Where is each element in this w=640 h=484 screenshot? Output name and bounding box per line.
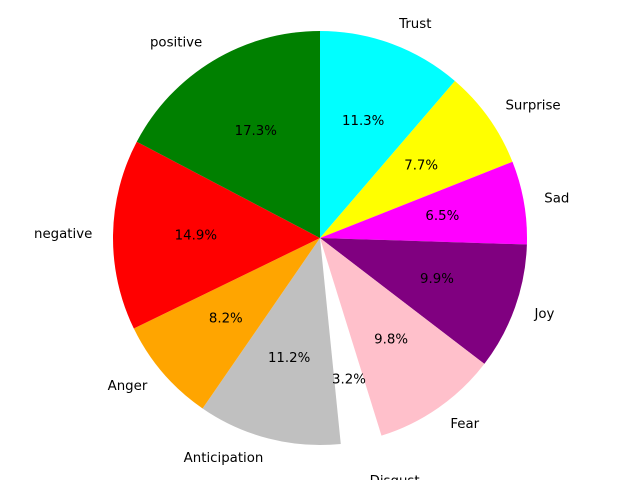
pie-slice-disgust — [324, 258, 386, 465]
pie-category-label-fear: Fear — [450, 417, 479, 432]
pie-percent-label-fear: 9.8% — [374, 332, 408, 347]
pie-slice-trust — [320, 31, 455, 238]
pie-slice-anticipation — [202, 238, 341, 445]
pie-slice-sad — [320, 161, 528, 245]
pie-category-label-anticipation: Anticipation — [184, 451, 264, 466]
pie-category-label-positive: positive — [150, 36, 202, 51]
pie-percent-label-anger: 8.2% — [209, 311, 243, 326]
pie-slice-positive — [136, 31, 320, 238]
labels-layer: 11.3% Trust 7.7% Surprise 6.5% Sad 9.9% Joy 9.8%… — [34, 17, 569, 484]
pie-percent-label-joy: 9.9% — [420, 272, 454, 287]
pie-percent-label-sad: 6.5% — [425, 209, 459, 224]
pie-percent-label-positive: 17.3% — [235, 124, 277, 139]
pie-category-label-negative: negative — [34, 227, 92, 242]
pie-percent-label-surprise: 7.7% — [404, 158, 438, 173]
pie-category-label-surprise: Surprise — [505, 98, 560, 113]
pie-slice-surprise — [320, 81, 513, 239]
pie-percent-label-anticipation: 11.2% — [268, 351, 310, 366]
slices-layer — [112, 31, 528, 465]
pie-slice-anger — [133, 238, 320, 409]
pie-category-label-sad: Sad — [544, 191, 569, 206]
pie-percent-label-disgust: 3.2% — [332, 372, 366, 387]
pie-percent-label-negative: 14.9% — [175, 229, 217, 244]
pie-slice-joy — [320, 238, 527, 364]
pie-percent-label-trust: 11.3% — [342, 114, 384, 129]
pie-slice-fear — [320, 238, 485, 436]
pie-category-label-anger: Anger — [108, 379, 148, 394]
pie-category-label-joy: Joy — [533, 307, 554, 322]
pie-slice-negative — [112, 141, 320, 329]
pie-category-label-disgust: Disgust — [370, 474, 420, 480]
pie-category-label-trust: Trust — [398, 17, 431, 32]
